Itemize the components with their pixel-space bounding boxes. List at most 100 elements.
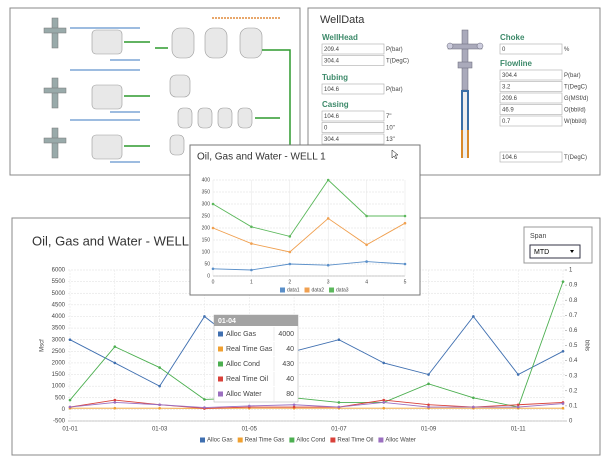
legend-swatch[interactable] xyxy=(330,437,336,443)
data-point[interactable] xyxy=(158,406,161,410)
data-point[interactable] xyxy=(427,403,430,407)
field-value[interactable]: 304.4 xyxy=(324,59,340,65)
data-point[interactable] xyxy=(472,315,475,318)
data-point[interactable] xyxy=(158,366,161,369)
data-point[interactable] xyxy=(403,262,407,266)
input-box[interactable] xyxy=(321,83,385,95)
legend-label[interactable]: Alloc Gas xyxy=(207,438,233,444)
data-point[interactable] xyxy=(472,405,475,409)
data-point[interactable] xyxy=(561,280,565,283)
input-box[interactable] xyxy=(321,122,385,133)
data-point[interactable] xyxy=(561,406,565,410)
field-value[interactable]: 0.7 xyxy=(502,119,511,125)
input-box[interactable] xyxy=(499,69,563,81)
legend-label[interactable]: Real Time Gas xyxy=(245,438,285,444)
legend-label[interactable]: data2 xyxy=(312,287,325,293)
data-point[interactable] xyxy=(158,403,161,407)
data-point[interactable] xyxy=(337,401,341,404)
field-value[interactable]: 0 xyxy=(324,126,328,132)
data-point[interactable] xyxy=(113,401,117,404)
data-point[interactable] xyxy=(326,263,330,267)
legend-swatch[interactable] xyxy=(304,287,310,293)
data-point[interactable] xyxy=(250,225,253,229)
data-point[interactable] xyxy=(203,406,206,409)
input-box[interactable] xyxy=(321,110,385,122)
span-select[interactable] xyxy=(529,244,581,259)
legend-label[interactable]: Real Time Oil xyxy=(337,438,373,444)
data-point[interactable] xyxy=(68,338,72,341)
data-point[interactable] xyxy=(211,226,215,230)
data-point[interactable] xyxy=(516,405,520,409)
data-point[interactable] xyxy=(382,361,386,365)
data-point[interactable] xyxy=(365,243,368,247)
data-point[interactable] xyxy=(561,402,565,405)
data-point[interactable] xyxy=(288,235,292,238)
data-point[interactable] xyxy=(337,405,341,409)
data-point[interactable] xyxy=(250,242,253,245)
input-box[interactable] xyxy=(499,104,563,115)
data-point[interactable] xyxy=(68,405,72,409)
data-point[interactable] xyxy=(203,315,206,318)
data-point[interactable] xyxy=(113,398,117,402)
legend-swatch[interactable] xyxy=(329,287,335,293)
field-value[interactable]: 304.4 xyxy=(502,73,518,79)
field-value[interactable]: 209.4 xyxy=(324,47,340,53)
data-point[interactable] xyxy=(326,217,330,220)
data-point[interactable] xyxy=(326,178,330,182)
input-box[interactable] xyxy=(499,92,563,104)
data-point[interactable] xyxy=(403,221,407,225)
data-point[interactable] xyxy=(113,345,117,348)
data-point[interactable] xyxy=(203,398,206,401)
data-point[interactable] xyxy=(561,350,565,353)
legend-label[interactable]: data3 xyxy=(336,287,349,293)
legend-swatch[interactable] xyxy=(378,437,384,443)
data-point[interactable] xyxy=(337,338,341,341)
data-point[interactable] xyxy=(292,403,296,407)
data-point[interactable] xyxy=(365,260,368,263)
data-point[interactable] xyxy=(382,401,386,404)
input-box[interactable] xyxy=(499,43,563,55)
span-value[interactable]: MTD xyxy=(534,249,549,256)
field-value[interactable]: 304.4 xyxy=(324,137,340,143)
legend-swatch[interactable] xyxy=(289,437,295,443)
data-point[interactable] xyxy=(288,250,292,254)
data-point[interactable] xyxy=(516,373,520,376)
legend-swatch[interactable] xyxy=(280,287,285,293)
data-point[interactable] xyxy=(365,214,368,218)
data-point[interactable] xyxy=(403,214,407,218)
field-value[interactable]: 104.6 xyxy=(324,87,340,93)
input-box[interactable] xyxy=(499,115,563,127)
data-point[interactable] xyxy=(158,384,161,388)
field-value[interactable]: 3.2 xyxy=(502,85,511,91)
legend-label[interactable]: Alloc Water xyxy=(385,438,415,444)
data-point[interactable] xyxy=(382,406,386,410)
legend-swatch[interactable] xyxy=(237,437,243,443)
data-point[interactable] xyxy=(288,262,292,266)
input-box[interactable] xyxy=(321,55,385,66)
data-point[interactable] xyxy=(113,406,117,410)
input-box[interactable] xyxy=(321,133,385,145)
data-point[interactable] xyxy=(211,267,215,271)
data-point[interactable] xyxy=(211,202,215,206)
data-point[interactable] xyxy=(68,398,72,402)
data-point[interactable] xyxy=(382,398,386,402)
legend-label[interactable]: Alloc Cond xyxy=(296,438,325,444)
input-box[interactable] xyxy=(499,151,563,163)
legend-label[interactable]: data1 xyxy=(287,287,300,293)
legend-swatch[interactable] xyxy=(200,437,205,443)
input-box[interactable] xyxy=(499,81,563,92)
data-point[interactable] xyxy=(516,403,520,407)
field-value[interactable]: 209.6 xyxy=(502,96,518,102)
data-point[interactable] xyxy=(472,396,475,400)
data-point[interactable] xyxy=(247,404,251,408)
data-point[interactable] xyxy=(250,268,253,272)
field-value[interactable]: 104.6 xyxy=(324,114,340,120)
input-box[interactable] xyxy=(321,43,385,55)
data-point[interactable] xyxy=(427,382,430,386)
field-value[interactable]: 46.9 xyxy=(502,108,514,114)
data-point[interactable] xyxy=(292,405,296,409)
dropdown-arrow[interactable] xyxy=(570,250,574,253)
field-value[interactable]: 0 xyxy=(502,47,506,53)
field-value[interactable]: 104.6 xyxy=(502,155,518,161)
data-point[interactable] xyxy=(427,405,430,409)
